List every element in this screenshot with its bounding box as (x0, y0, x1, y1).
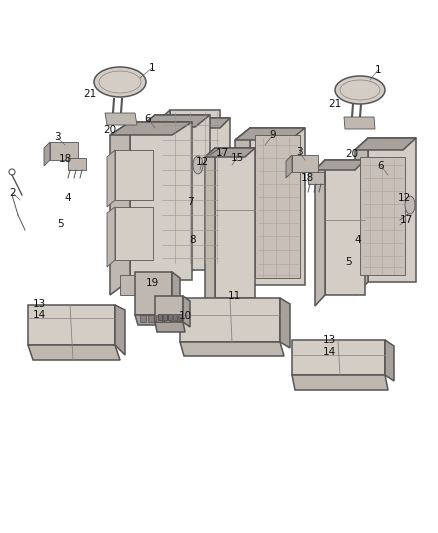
Text: 18: 18 (58, 154, 72, 164)
Text: 3: 3 (54, 132, 60, 142)
Polygon shape (180, 298, 280, 342)
Text: 18: 18 (300, 173, 314, 183)
Text: 12: 12 (195, 157, 208, 167)
Polygon shape (155, 296, 183, 322)
Text: 10: 10 (178, 311, 191, 321)
Polygon shape (164, 315, 170, 322)
Ellipse shape (94, 67, 146, 97)
Polygon shape (280, 298, 290, 348)
Ellipse shape (335, 76, 385, 104)
Polygon shape (360, 157, 405, 275)
Text: 17: 17 (215, 148, 229, 158)
Text: 9: 9 (270, 130, 276, 140)
Text: 3: 3 (296, 147, 302, 157)
Polygon shape (172, 272, 180, 320)
Polygon shape (315, 160, 365, 170)
Text: 14: 14 (322, 347, 336, 357)
Polygon shape (355, 138, 368, 295)
Polygon shape (235, 128, 305, 140)
Text: 8: 8 (190, 235, 196, 245)
Text: 11: 11 (227, 291, 240, 301)
Text: 1: 1 (374, 65, 381, 75)
Text: 15: 15 (230, 153, 244, 163)
Text: 12: 12 (397, 193, 411, 203)
Polygon shape (156, 315, 162, 322)
Text: 13: 13 (32, 299, 46, 309)
Polygon shape (292, 340, 385, 375)
Text: 5: 5 (57, 219, 64, 229)
Polygon shape (344, 117, 375, 129)
Polygon shape (325, 160, 365, 295)
Text: 14: 14 (32, 310, 46, 320)
Text: 21: 21 (83, 89, 97, 99)
Text: 20: 20 (346, 149, 359, 159)
Polygon shape (173, 314, 177, 320)
Polygon shape (292, 375, 388, 390)
Polygon shape (385, 340, 394, 381)
Polygon shape (170, 110, 220, 265)
Text: 6: 6 (145, 114, 151, 124)
Polygon shape (28, 305, 115, 345)
Polygon shape (130, 122, 192, 280)
Polygon shape (255, 135, 300, 278)
Polygon shape (292, 155, 318, 172)
Polygon shape (205, 148, 255, 157)
Text: 6: 6 (378, 161, 384, 171)
Text: 1: 1 (148, 63, 155, 73)
Polygon shape (148, 315, 154, 322)
Polygon shape (168, 314, 172, 320)
Polygon shape (140, 115, 155, 283)
Text: 4: 4 (65, 193, 71, 203)
Polygon shape (120, 275, 155, 295)
Polygon shape (250, 128, 305, 285)
Polygon shape (107, 207, 115, 267)
Text: 17: 17 (399, 215, 413, 225)
Polygon shape (105, 113, 137, 125)
Text: 20: 20 (103, 125, 117, 135)
Text: 2: 2 (10, 188, 16, 198)
Polygon shape (235, 128, 250, 298)
Text: 13: 13 (322, 335, 336, 345)
Polygon shape (115, 305, 125, 355)
Polygon shape (44, 142, 50, 166)
Polygon shape (158, 110, 170, 277)
Polygon shape (185, 118, 230, 128)
Ellipse shape (193, 156, 203, 174)
Polygon shape (163, 314, 167, 320)
Text: 7: 7 (187, 197, 193, 207)
Polygon shape (286, 155, 292, 178)
Polygon shape (68, 158, 86, 170)
Polygon shape (140, 115, 210, 127)
Polygon shape (135, 315, 175, 325)
Polygon shape (183, 296, 190, 327)
Text: 4: 4 (355, 235, 361, 245)
Polygon shape (308, 172, 324, 184)
Polygon shape (110, 122, 130, 295)
Polygon shape (185, 118, 195, 278)
Polygon shape (115, 150, 153, 200)
Polygon shape (28, 345, 120, 360)
Polygon shape (135, 272, 172, 315)
Text: 19: 19 (145, 278, 159, 288)
Polygon shape (368, 138, 416, 282)
Ellipse shape (405, 196, 415, 214)
Polygon shape (155, 322, 185, 332)
Polygon shape (180, 342, 284, 356)
Text: 21: 21 (328, 99, 342, 109)
Text: 5: 5 (345, 257, 351, 267)
Polygon shape (155, 115, 210, 270)
Polygon shape (158, 314, 162, 320)
Polygon shape (178, 314, 182, 320)
Polygon shape (315, 160, 325, 306)
Polygon shape (110, 122, 192, 135)
Polygon shape (50, 142, 78, 160)
Polygon shape (355, 138, 416, 150)
Polygon shape (115, 207, 153, 260)
Polygon shape (140, 315, 146, 322)
Polygon shape (107, 150, 115, 207)
Polygon shape (195, 118, 230, 268)
Polygon shape (205, 148, 215, 308)
Polygon shape (215, 148, 255, 298)
